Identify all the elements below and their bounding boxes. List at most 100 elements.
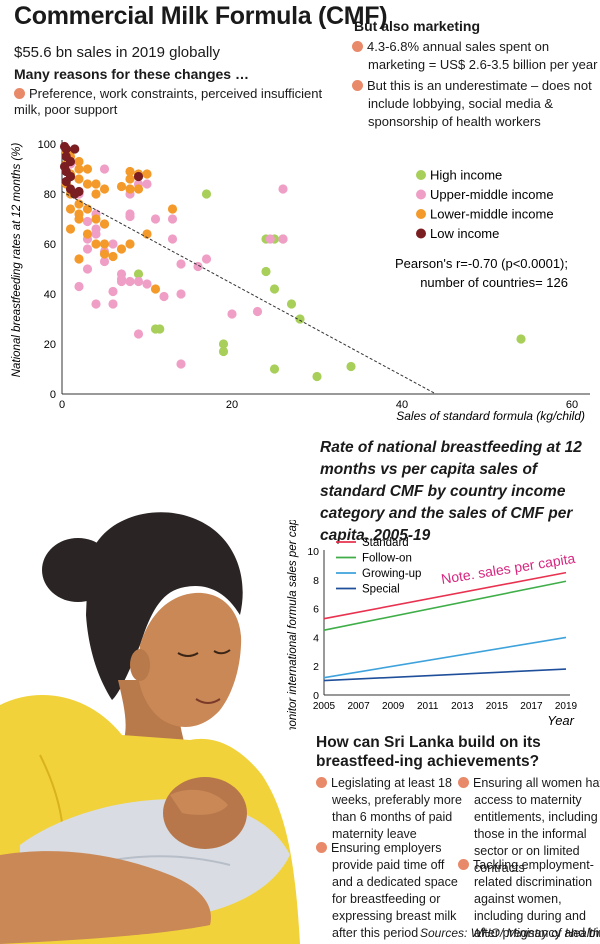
action-item-1-text: Legislating at least 18 weeks, preferabl… [331,776,462,841]
y-tick-label: 80 [44,189,56,201]
scatter-point [278,234,288,244]
scatter-point [116,181,127,192]
mother-arm [0,851,211,944]
marketing-bullet-1: 4.3-6.8% annual sales spent on marketing… [352,38,600,74]
scatter-point [155,324,165,334]
scatter-legend: High income Upper-middle income Lower-midd… [416,168,554,241]
action-item-2: Ensuring employers provide paid time off… [316,840,462,942]
scatter-point [176,289,186,299]
scatter-point [346,361,356,372]
scatter-point [116,244,127,254]
scatter-point [269,284,280,294]
x-tick-label: 2019 [555,701,578,712]
scatter-point [133,276,144,287]
page-title: Commercial Milk Formula (CMF) [14,2,388,30]
eye [177,652,199,657]
scatter-point [516,334,526,344]
marketing-bullet-1-text: 4.3-6.8% annual sales spent on marketing… [367,39,598,72]
scatter-point [125,174,135,184]
country-count-annotation: number of countries= 126 [420,275,568,290]
scatter-point [108,251,118,262]
legend-label: High income [430,168,502,183]
legend-label: Standard [362,537,409,549]
scatter-point [82,229,93,239]
scatter-point [142,229,152,239]
y-tick-label: 0 [313,690,319,702]
x-tick-label: 2011 [417,701,439,712]
line-legend: Standard Follow-on Growing-up Special [336,537,421,596]
scatter-point [125,239,135,249]
scatter-point [108,239,118,249]
scatter-point [61,144,71,154]
scatter-point [99,249,110,259]
legend-marker [416,170,426,180]
scatter-point [74,281,84,292]
scatter-point [150,284,161,294]
scatter-point [167,234,178,244]
scatter-point [133,171,144,182]
sources-credit: Sources: WHO/ Ministry of Health [420,926,600,940]
x-tick-label: 40 [396,399,408,411]
legend-label: Lower-middle income [430,207,554,222]
scatter-point [142,279,152,289]
scatter-point [82,204,93,214]
series-line [323,580,567,631]
scatter-point [218,346,229,357]
series-line [323,668,567,682]
scatter-point [82,164,93,174]
scatter-point [65,224,76,234]
scatter-point [91,239,101,249]
scatter-point [82,179,93,189]
action-item-4-text: Tackling employment-related discriminati… [473,858,600,940]
scatter-point [167,214,178,224]
scatter-point [74,174,84,184]
x-tick-label: 0 [59,399,65,411]
scatter-point [91,214,101,224]
reasons-text: Preference, work constraints, perceived … [14,86,323,117]
reasons-bullet: Preference, work constraints, perceived … [14,86,334,118]
scatter-point [201,189,212,199]
bullet-dot-icon [458,859,469,870]
scatter-point [74,164,84,174]
y-tick-label: 0 [50,389,56,401]
y-tick-label: 8 [313,575,319,587]
scatter-point [116,269,127,279]
scatter-point [108,299,118,309]
y-tick-label: 6 [313,604,319,616]
bullet-dot-icon [14,88,25,99]
scatter-point [91,189,101,199]
scatter-point [269,364,280,374]
legend-marker [416,209,426,219]
scatter-point [74,199,84,209]
y-tick-label: 4 [313,632,319,644]
scatter-point [278,184,288,194]
scatter-point [159,291,169,302]
scatter-point [312,371,322,382]
scatter-point [142,169,152,179]
scatter-point [295,314,305,324]
scatter-point [82,264,93,274]
hair [86,512,243,700]
scatter-point [70,144,80,154]
legend-marker [416,228,426,239]
scatter-point [252,306,263,317]
action-item-4: Tackling employment-related discriminati… [458,857,600,942]
series-line [323,571,567,620]
x-tick-label: 20 [226,399,238,411]
scatter-point [218,339,229,349]
scatter-point [142,179,152,189]
scatter-point [133,184,144,194]
bullet-dot-icon [316,842,327,853]
face [138,592,242,727]
sales-figure: $55.6 bn sales in 2019 globally [14,44,220,61]
scatter-point [150,214,161,224]
scatter-point [108,286,118,297]
scatter-point [82,216,93,227]
ear [130,649,150,681]
x-tick-label: 60 [566,399,578,411]
scatter-point [125,184,135,194]
scatter-point [74,186,84,197]
scatter-point [176,359,186,369]
marketing-heading: But also marketing [354,18,481,34]
reasons-heading: Many reasons for these changes … [14,66,249,82]
